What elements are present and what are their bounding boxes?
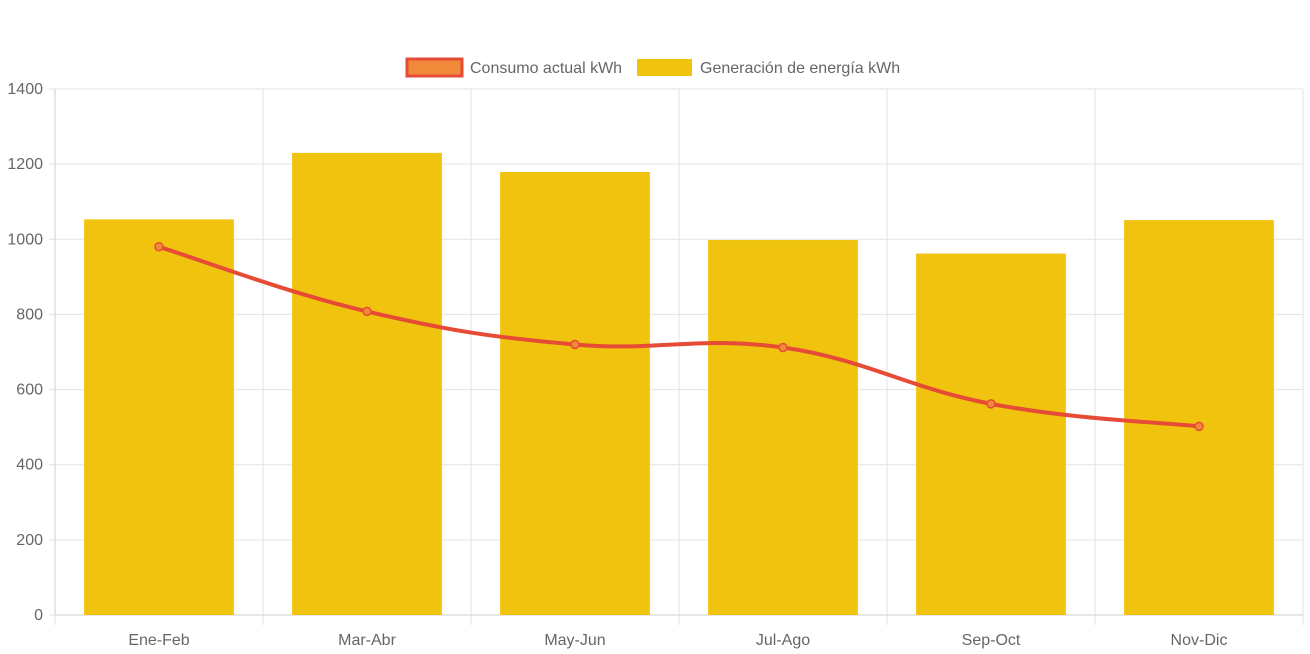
line-point[interactable]: [362, 306, 372, 317]
y-tick-label: 600: [16, 382, 43, 399]
line-point[interactable]: [154, 242, 164, 252]
bar[interactable]: [292, 152, 442, 615]
bar[interactable]: [916, 253, 1066, 615]
y-tick-label: 400: [16, 457, 43, 474]
legend-swatch-generation[interactable]: [637, 59, 692, 76]
line-point[interactable]: [778, 342, 788, 353]
legend-label-generation[interactable]: Generación de energía kWh: [700, 60, 900, 77]
y-tick-label: 200: [16, 532, 43, 549]
x-tick-label: Mar-Abr: [338, 632, 396, 649]
y-tick-label: 1200: [7, 156, 43, 173]
line-point[interactable]: [1194, 421, 1204, 432]
legend: Consumo actual kWh Generación de energía …: [405, 57, 900, 78]
bar[interactable]: [708, 240, 858, 615]
bar[interactable]: [1124, 220, 1274, 616]
legend-swatch-consumption[interactable]: [405, 57, 464, 78]
x-tick-label: Jul-Ago: [756, 632, 810, 649]
y-tick-label: 1000: [7, 231, 43, 248]
x-tick-label: Nov-Dic: [1171, 632, 1228, 649]
bar[interactable]: [84, 219, 234, 615]
legend-label-consumption[interactable]: Consumo actual kWh: [470, 60, 622, 77]
gridlines: [49, 88, 1304, 625]
consumption-line: [157, 244, 1201, 429]
x-tick-label: May-Jun: [544, 632, 605, 649]
bar-series: [84, 152, 1274, 616]
y-tick-label: 1400: [7, 81, 43, 98]
x-tick-label: Sep-Oct: [962, 632, 1021, 649]
bar[interactable]: [500, 172, 650, 616]
line-point[interactable]: [570, 339, 580, 350]
y-tick-label: 0: [34, 607, 43, 624]
x-tick-label: Ene-Feb: [128, 632, 189, 649]
y-tick-label: 800: [16, 306, 43, 323]
line-point[interactable]: [986, 399, 996, 409]
